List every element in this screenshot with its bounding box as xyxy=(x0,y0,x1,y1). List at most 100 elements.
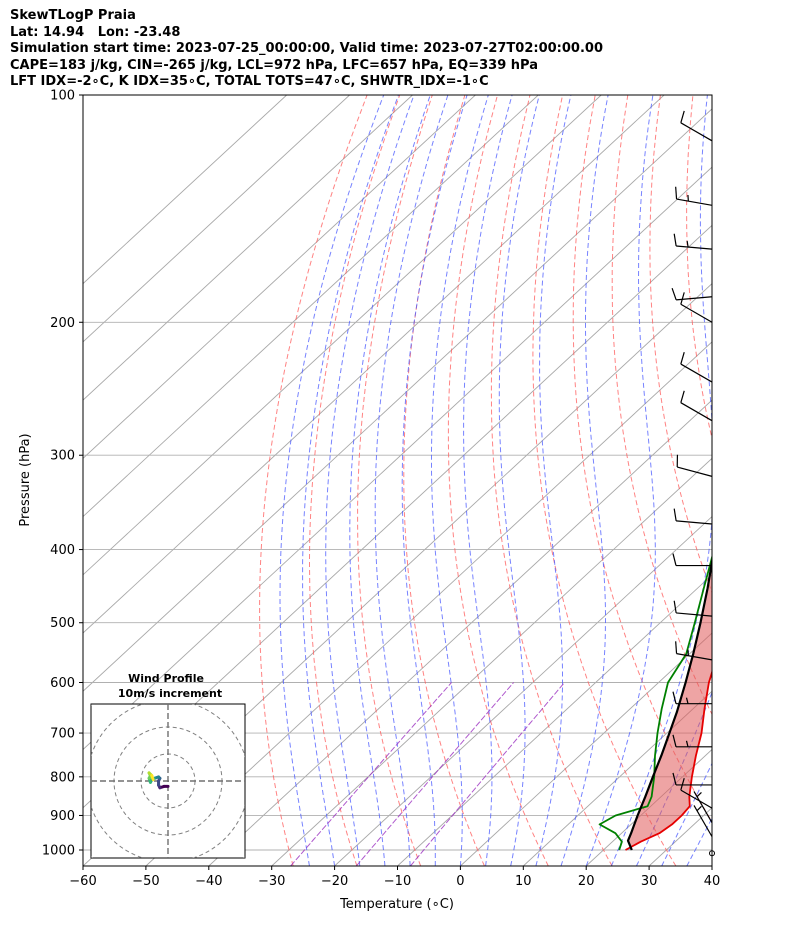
x-tick-label: −30 xyxy=(258,874,285,889)
moist-adiabat xyxy=(686,817,712,866)
barb-staff xyxy=(680,363,713,383)
dry-adiabat xyxy=(757,95,794,866)
wind-barb xyxy=(676,454,713,477)
dry-adiabat xyxy=(309,95,401,866)
wind-barb xyxy=(673,508,713,525)
y-tick-label: 300 xyxy=(50,449,75,464)
location-line: Lat: 14.94 Lon: -23.48 xyxy=(10,24,181,40)
wind-barb xyxy=(680,778,713,809)
barb-half-flag xyxy=(696,805,702,812)
mixing-ratio-line xyxy=(410,682,565,866)
barb-staff xyxy=(676,653,713,661)
barb-flag xyxy=(680,352,685,365)
y-tick-label: 400 xyxy=(50,543,75,558)
x-tick-label: 40 xyxy=(704,874,721,889)
isotherm-line xyxy=(83,95,539,518)
dry-adiabat xyxy=(403,95,485,866)
cape-line: CAPE=183 j/kg, CIN=-265 j/kg, LCL=972 hP… xyxy=(10,57,538,73)
barb-staff xyxy=(676,520,713,525)
wind-barb xyxy=(709,850,715,857)
x-tick-label: 30 xyxy=(641,874,658,889)
background-lines xyxy=(83,95,794,866)
dry-adiabat xyxy=(490,95,613,866)
barb-half-flag xyxy=(685,697,689,704)
barb-flag xyxy=(671,287,677,301)
wind-barb xyxy=(680,110,713,142)
cin-area xyxy=(628,562,712,849)
wind-barb xyxy=(675,641,713,661)
calm-circle xyxy=(709,850,715,857)
hodograph-segment xyxy=(150,774,155,782)
barb-staff xyxy=(680,789,713,809)
chart-title: SkewTLogP Praia xyxy=(10,8,136,23)
barb-staff xyxy=(676,245,713,250)
barb-staff xyxy=(677,466,713,477)
barb-staff xyxy=(676,296,713,301)
dry-adiabat xyxy=(722,95,794,866)
wind-barb xyxy=(672,691,712,705)
y-tick-label: 600 xyxy=(50,676,75,691)
barb-flag xyxy=(680,778,685,791)
y-axis-label: Pressure (hPa) xyxy=(18,433,33,526)
y-tick-label: 100 xyxy=(50,89,75,104)
barb-staff xyxy=(680,402,713,422)
barb-flag xyxy=(673,508,677,521)
wind-barb xyxy=(693,791,713,823)
dry-adiabat xyxy=(532,95,677,866)
isotherm-line xyxy=(83,108,712,692)
isotherm-line xyxy=(83,95,602,576)
barb-flag xyxy=(675,186,678,200)
wind-barb xyxy=(671,287,713,301)
barb-flag xyxy=(680,292,685,305)
y-tick-label: 200 xyxy=(50,316,75,331)
x-tick-label: 20 xyxy=(578,874,595,889)
dry-adiabat xyxy=(649,95,712,594)
moist-adiabat xyxy=(610,95,712,866)
x-axis: −60 −50 −40 −30 −20 −10 0 10 20 30 40 xyxy=(69,866,720,889)
barb-flag xyxy=(672,553,677,566)
wind-barb xyxy=(672,734,712,748)
isotherm-line xyxy=(83,95,413,401)
x-tick-label: −60 xyxy=(69,874,96,889)
dewpoint-line xyxy=(598,553,712,851)
barb-flag xyxy=(680,110,685,123)
hodograph: Wind Profile 10m/s increment xyxy=(90,672,246,859)
x-tick-label: −50 xyxy=(132,874,159,889)
y-tick-label: 500 xyxy=(50,616,75,631)
barb-half-flag xyxy=(685,740,689,747)
x-tick-label: 0 xyxy=(456,874,464,889)
barb-flag xyxy=(680,390,685,403)
dry-adiabat xyxy=(357,95,433,866)
isotherm-line xyxy=(83,95,476,459)
barb-flag xyxy=(673,233,677,247)
isotherm-line xyxy=(397,574,712,866)
moist-adiabat xyxy=(661,762,712,866)
barb-staff xyxy=(676,198,713,206)
x-tick-label: −10 xyxy=(384,874,411,889)
barb-flag xyxy=(672,691,677,704)
barb-flag xyxy=(672,734,677,747)
y-tick-label: 700 xyxy=(50,727,75,742)
wind-barb xyxy=(673,600,713,617)
dry-adiabat xyxy=(686,95,712,441)
isotherm-line xyxy=(711,865,712,866)
moist-adiabat xyxy=(279,95,385,866)
dry-adiabat xyxy=(791,95,794,866)
index-line: LFT IDX=-2∘C, K IDX=35∘C, TOTAL TOTS=47∘… xyxy=(10,74,489,89)
x-tick-label: 10 xyxy=(515,874,532,889)
barb-staff xyxy=(680,303,713,323)
isotherm-line xyxy=(83,95,665,634)
barb-half-flag xyxy=(686,240,689,248)
wind-barb xyxy=(680,390,713,422)
dry-adiabat xyxy=(259,95,368,866)
hodograph-subtitle: 10m/s increment xyxy=(118,687,222,700)
barb-flag xyxy=(673,600,677,614)
moist-adiabat xyxy=(498,95,540,866)
y-tick-label: 1000 xyxy=(42,844,75,859)
wind-barb xyxy=(693,805,713,837)
y-tick-label: 800 xyxy=(50,770,75,785)
barb-staff xyxy=(680,122,713,142)
isotherm-line xyxy=(83,95,350,343)
y-axis: 100 200 300 400 500 600 700 800 900 1000 xyxy=(42,89,83,859)
